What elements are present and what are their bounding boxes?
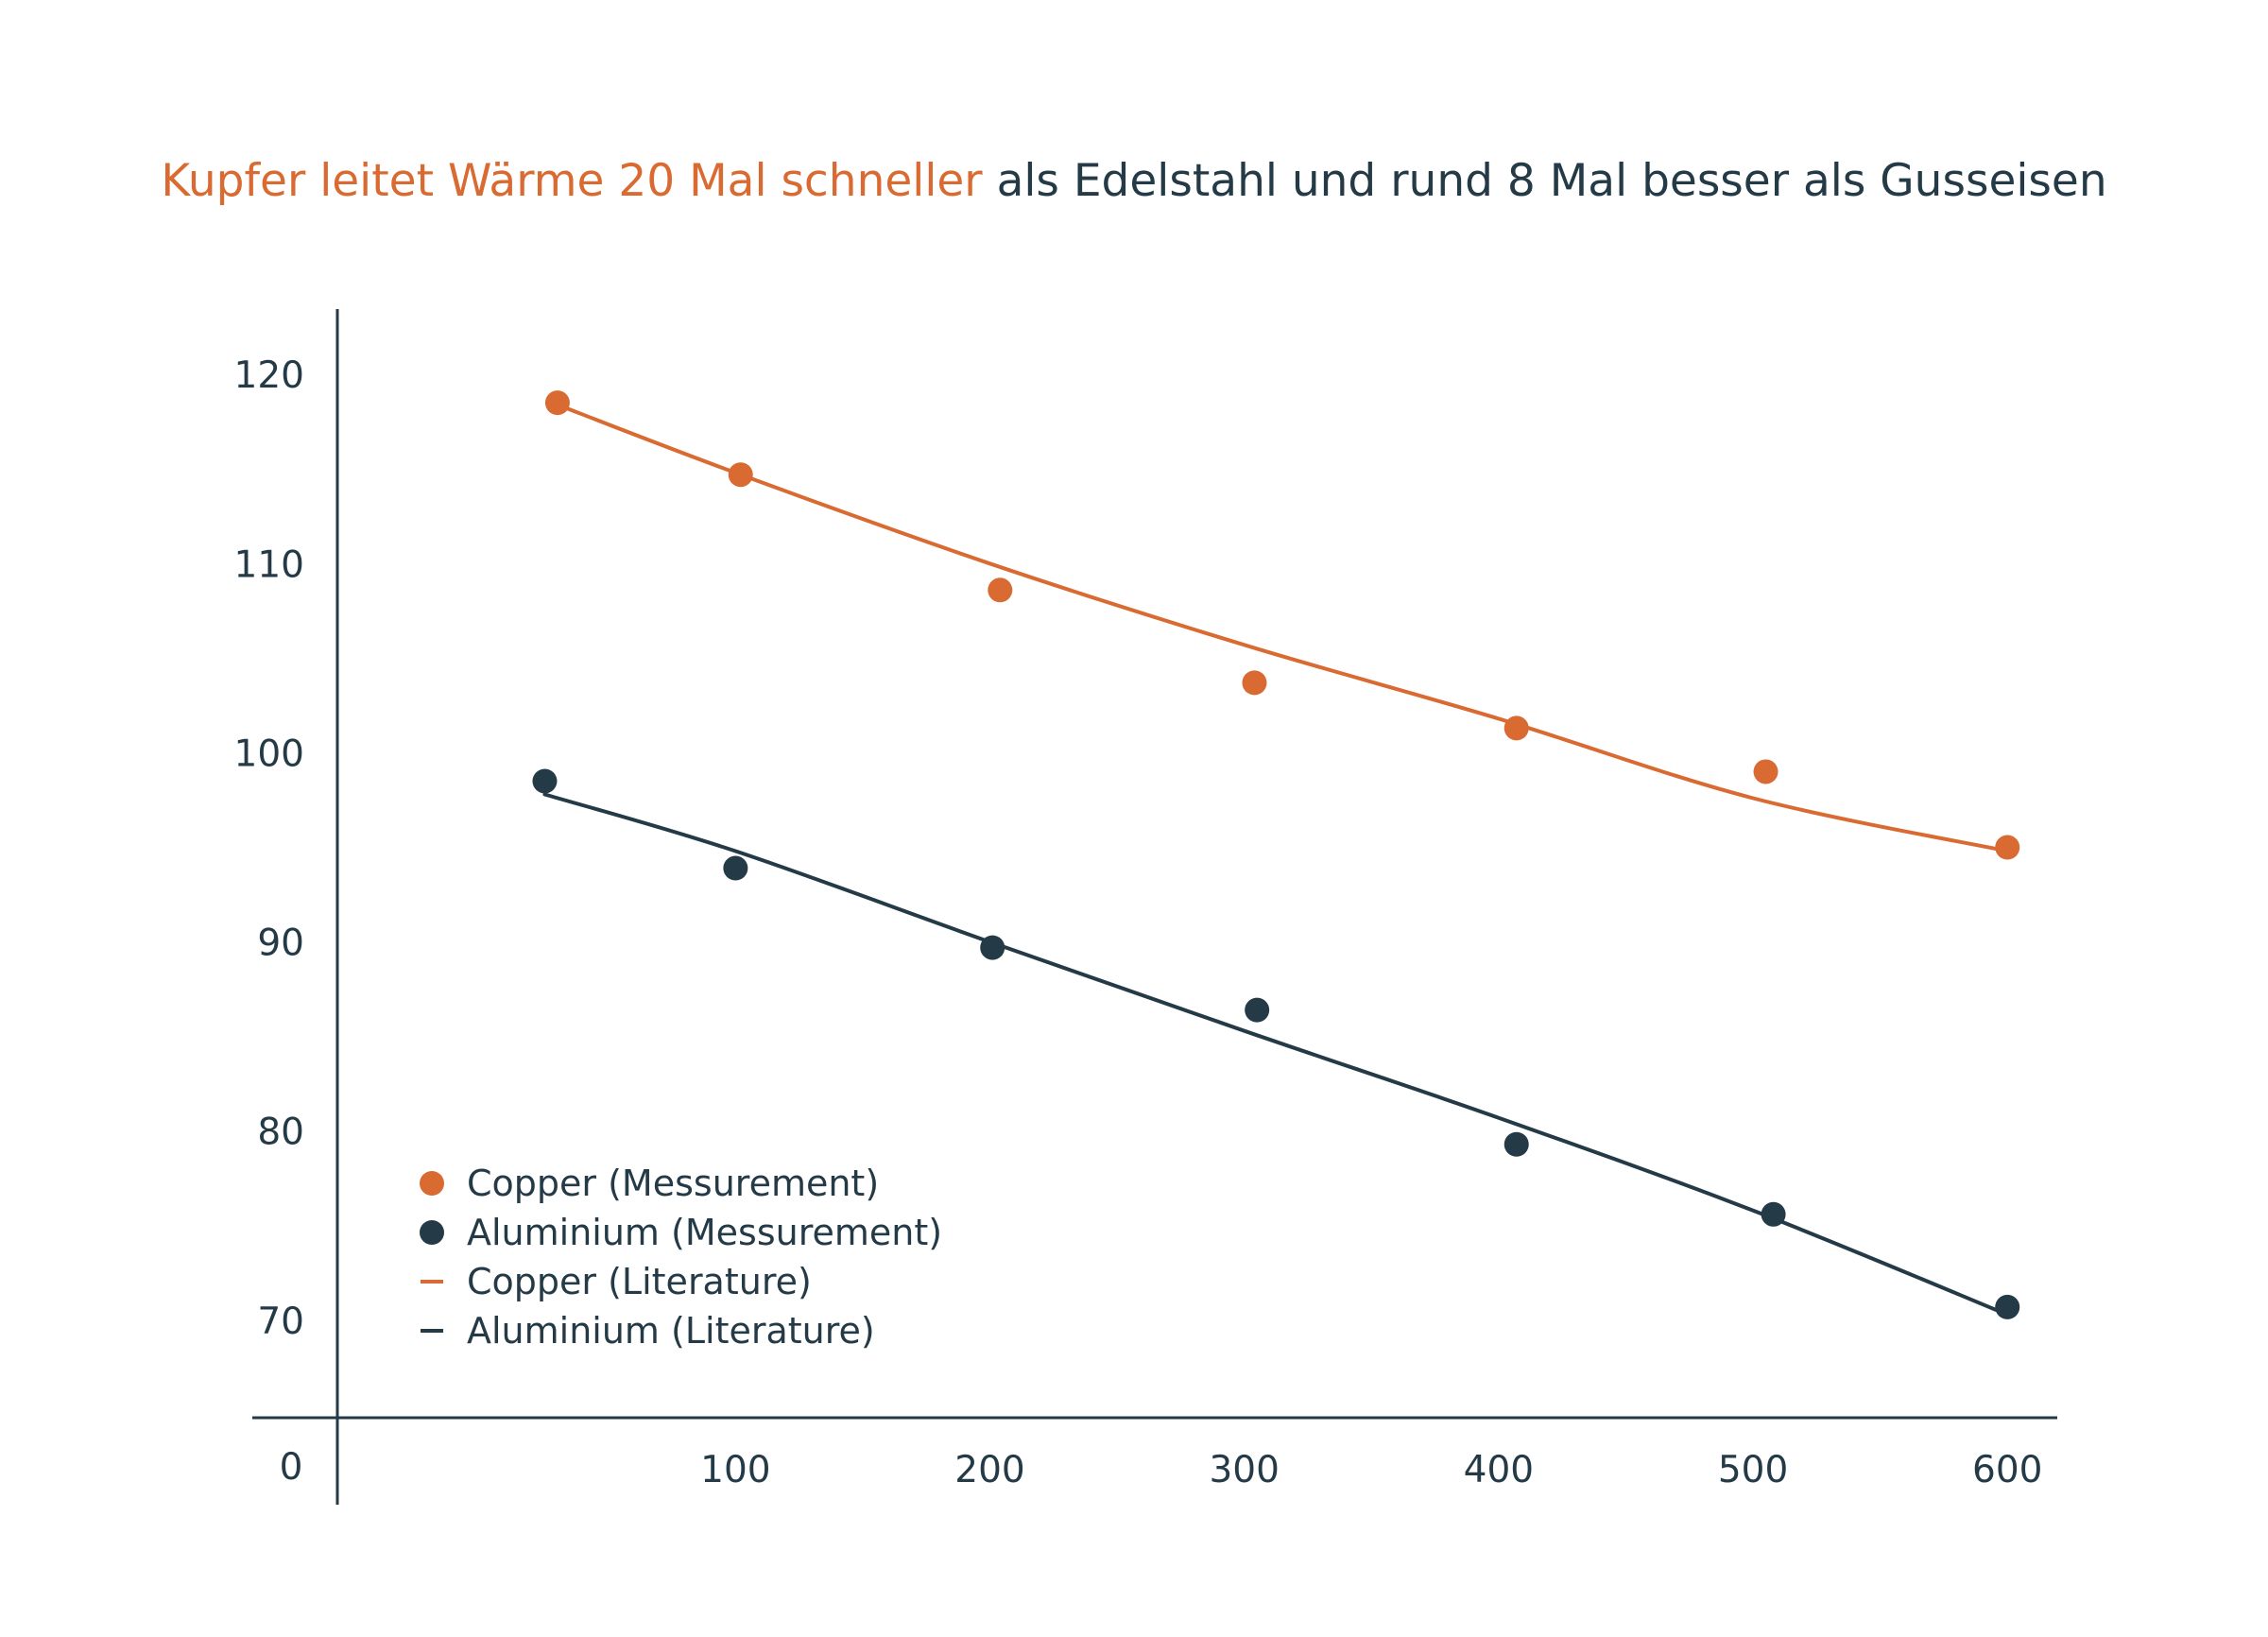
legend-marker-aluminium-messurement: [420, 1220, 444, 1245]
copper-point: [1242, 670, 1267, 696]
copper-point: [988, 577, 1013, 603]
aluminium-point: [532, 768, 558, 794]
y-tick-label: 120: [234, 354, 304, 397]
aluminium-point: [980, 935, 1005, 960]
copper-point: [544, 390, 570, 416]
copper-point: [1995, 835, 2020, 860]
chart-title: Kupfer leitet Wärme 20 Mal schneller als…: [0, 155, 2268, 207]
legend-label-copper-messurement: Copper (Messurement): [467, 1163, 879, 1204]
y-tick-label: 100: [234, 732, 304, 775]
aluminium-point: [1995, 1294, 2020, 1319]
origin-label: 0: [280, 1446, 303, 1489]
legend-label-aluminium-messurement: Aluminium (Messurement): [467, 1212, 942, 1253]
aluminium-point: [1245, 997, 1270, 1023]
y-tick-label: 90: [257, 922, 304, 965]
legend-label-copper-literature: Copper (Literature): [467, 1261, 812, 1302]
y-tick-label: 70: [257, 1301, 304, 1343]
aluminium-point: [1503, 1131, 1529, 1157]
x-tick-label: 200: [954, 1449, 1024, 1491]
x-tick-label: 600: [1972, 1449, 2042, 1491]
copper-point: [1753, 759, 1778, 784]
x-tick-label: 500: [1718, 1449, 1788, 1491]
chart-title-rest: als Edelstahl und rund 8 Mal besser als …: [982, 155, 2107, 207]
copper-point: [1503, 715, 1529, 741]
aluminium-point: [723, 855, 748, 881]
legend-marker-copper-messurement: [420, 1171, 444, 1196]
chart-title-highlight: Kupfer leitet Wärme 20 Mal schneller: [161, 155, 983, 207]
legend-label-aluminium-literature: Aluminium (Literature): [467, 1310, 875, 1352]
x-tick-label: 300: [1209, 1449, 1279, 1491]
x-tick-label: 400: [1464, 1449, 1534, 1491]
copper-point: [728, 462, 753, 488]
series-line-aluminium-literature: [542, 792, 2010, 1317]
y-tick-label: 110: [234, 543, 304, 586]
aluminium-point: [1761, 1201, 1786, 1227]
x-tick-label: 100: [700, 1449, 770, 1491]
y-tick-label: 80: [257, 1111, 304, 1154]
series-line-copper-literature: [550, 401, 2010, 853]
